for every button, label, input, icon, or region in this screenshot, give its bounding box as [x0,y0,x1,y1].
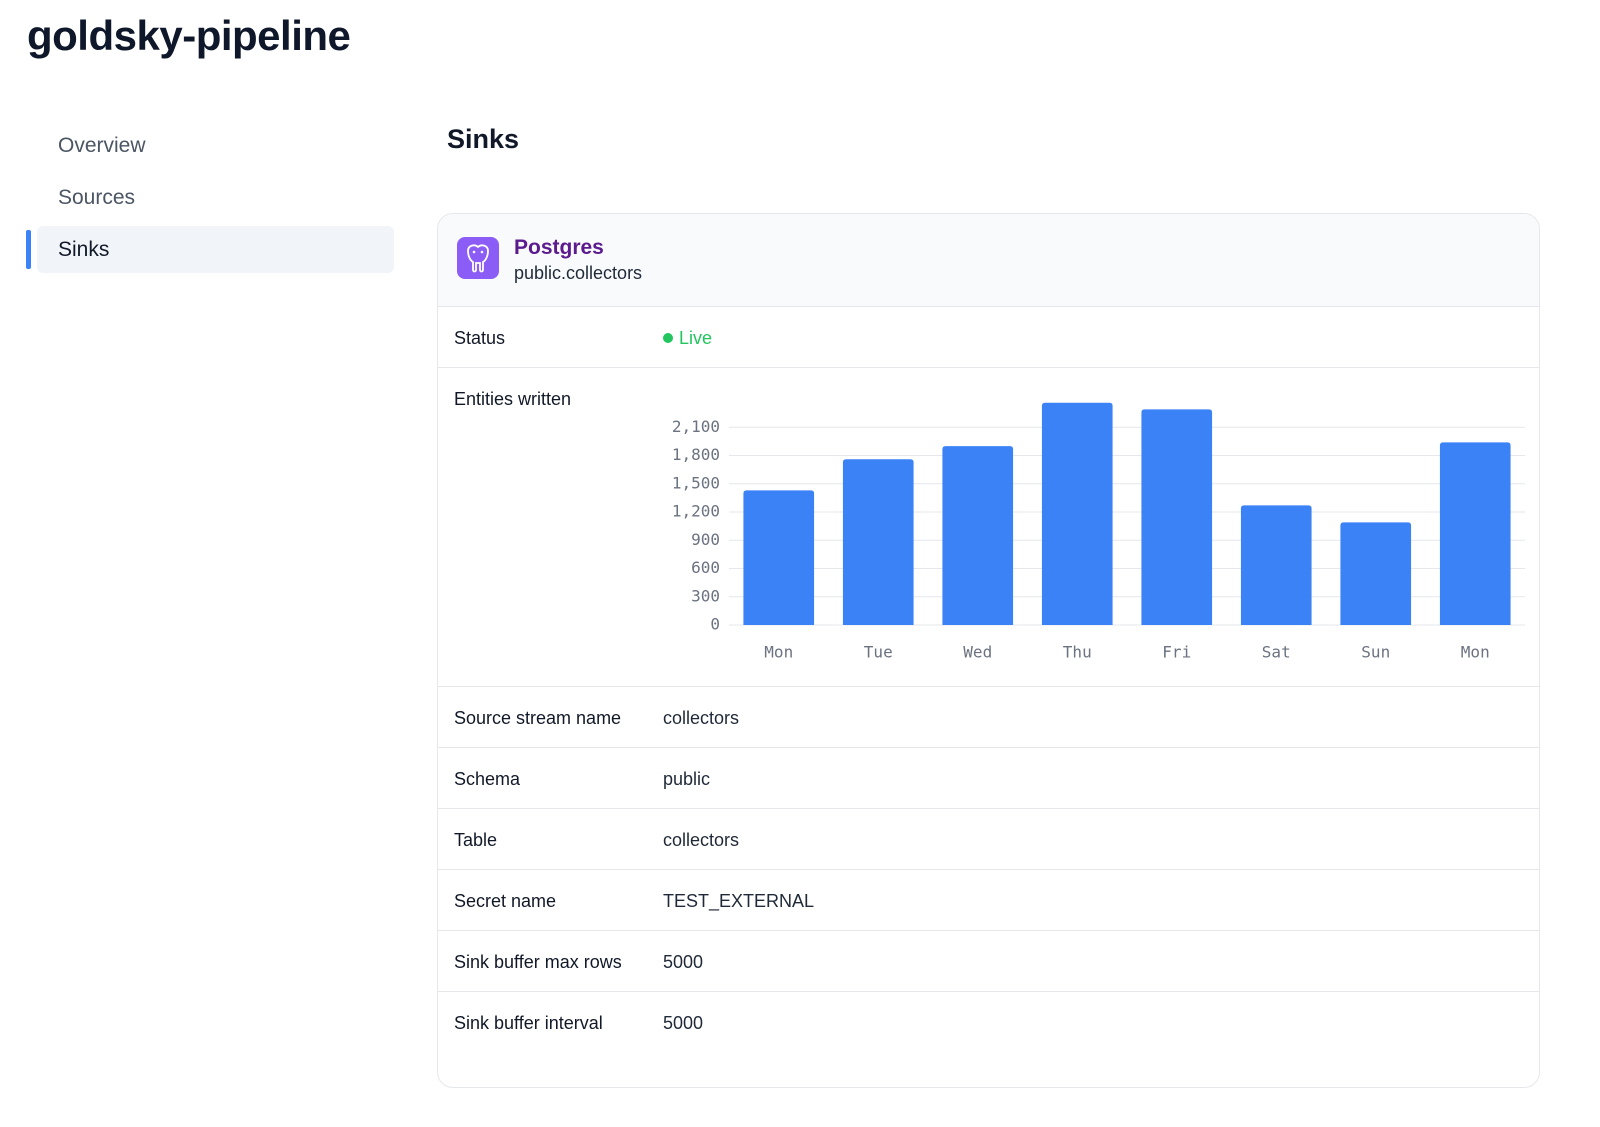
detail-row: Table collectors [438,809,1539,870]
status-row: Status Live [438,307,1539,368]
bar [1439,442,1511,625]
bar [1340,522,1412,625]
detail-row: Source stream name collectors [438,687,1539,748]
row-label: Entities written [454,389,572,409]
y-tick-label: 0 [710,615,720,634]
detail-row: Secret name TEST_EXTERNAL [438,870,1539,931]
bar [1041,402,1113,625]
x-tick-label: Sat [1262,643,1291,662]
y-tick-label: 1,500 [672,473,720,492]
x-tick-label: Tue [864,643,893,662]
postgres-icon [457,237,499,279]
row-label: Secret name [454,891,557,911]
status-text: Live [679,328,713,348]
row-label: Status [454,328,506,348]
y-tick-label: 600 [691,558,720,577]
sidebar-nav: Overview Sources Sinks [26,122,394,278]
row-value: 5000 [663,952,704,972]
x-tick-label: Mon [1461,643,1490,662]
bar [743,490,815,625]
row-value: TEST_EXTERNAL [663,891,815,911]
section-title: Sinks [447,124,520,154]
row-value: public [663,769,711,789]
status-value: Live [629,307,712,367]
row-value: collectors [663,708,740,728]
x-tick-label: Wed [963,643,992,662]
bar [942,446,1014,625]
y-tick-label: 300 [691,586,720,605]
row-label: Sink buffer interval [454,1013,603,1033]
row-label: Sink buffer max rows [454,952,622,972]
row-value: 5000 [663,1013,704,1033]
nav-item[interactable]: Sources [58,186,136,209]
nav-item[interactable]: Overview [58,134,146,157]
sink-name: Postgres [514,236,604,259]
y-tick-label: 900 [691,530,720,549]
x-tick-label: Sun [1361,643,1390,662]
card-header: Postgres public.collectors [438,214,1539,307]
nav-item[interactable]: Sinks [26,226,394,273]
row-value: collectors [663,830,740,850]
x-tick-label: Thu [1063,643,1092,662]
x-tick-label: Fri [1162,643,1191,662]
detail-rows: Source stream name collectors Schema public… [438,687,1539,1052]
bar-chart: 0 300 600 900 1,200 1,500 1,800 2,100 Mon Tue Wed T… [672,402,1525,662]
detail-row: Sink buffer max rows 5000 [438,931,1539,992]
row-label: Table [454,830,498,850]
sink-card: Postgres public.collectors Status Live E… [437,213,1540,1088]
bar [1141,409,1213,625]
y-tick-label: 2,100 [672,417,720,436]
page-title: goldsky-pipeline [27,12,351,59]
sink-subtitle: public.collectors [514,263,643,283]
status-dot [663,333,673,343]
bar [842,459,914,625]
chart-row: Entities written 0 300 600 900 1,200 1,500 1,8… [438,368,1539,687]
row-label: Schema [454,769,521,789]
active-indicator [26,230,31,269]
bar [1240,505,1312,625]
row-label: Source stream name [454,708,622,728]
x-tick-label: Mon [764,643,793,662]
y-tick-label: 1,800 [672,445,720,464]
detail-row: Sink buffer interval 5000 [438,992,1539,1052]
y-tick-label: 1,200 [672,502,720,521]
detail-row: Schema public [438,748,1539,809]
